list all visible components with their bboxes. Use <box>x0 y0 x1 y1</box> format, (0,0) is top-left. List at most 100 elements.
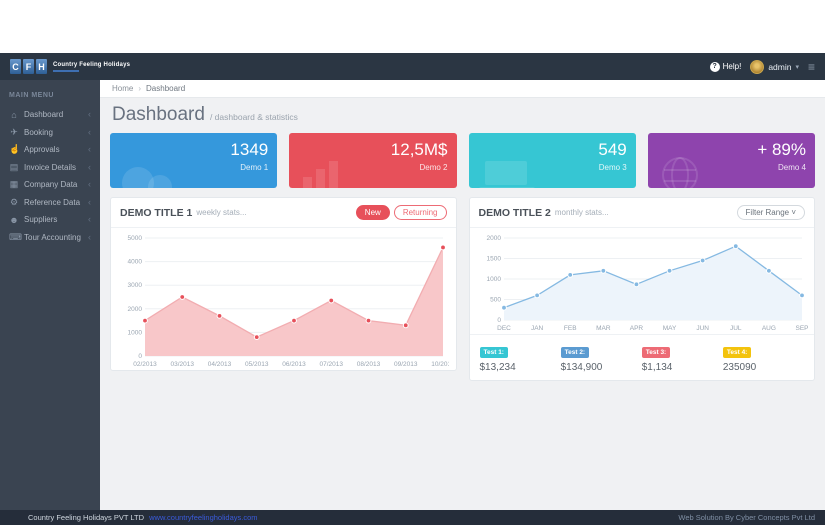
breadcrumb: Home › Dashboard <box>100 80 825 98</box>
page-header: Dashboard / dashboard & statistics <box>100 98 825 131</box>
panel-title: DEMO TITLE 1 <box>120 206 193 219</box>
chevron-left-icon: ‹ <box>88 126 91 137</box>
hamburger-menu-icon[interactable]: ≡ <box>807 59 815 74</box>
panel-subtitle: monthly stats... <box>554 208 609 217</box>
chevron-left-icon: ‹ <box>88 231 91 242</box>
footer-company: Country Feeling Holidays PVT LTD <box>28 513 145 522</box>
panel-actions: New Returning <box>355 205 447 220</box>
svg-text:1500: 1500 <box>486 256 501 263</box>
status-badge: Test 1: <box>479 347 508 358</box>
svg-text:04/2013: 04/2013 <box>208 361 232 368</box>
footer-website-link[interactable]: www.countryfeelingholidays.com <box>149 513 258 522</box>
topbar-actions: ? Help! admin ▾ ≡ <box>709 59 815 74</box>
stat-label: Demo 3 <box>598 163 627 172</box>
brand-name: Country Feeling Holidays <box>53 61 131 68</box>
stat-label: Demo 4 <box>777 163 806 172</box>
chart-stats-row: Test 1: $13,234 Test 2: $134,900 Test 3:… <box>469 334 814 380</box>
cloud-icon <box>122 167 172 188</box>
chevron-left-icon: ‹ <box>88 109 91 120</box>
sidebar-item-dashboard[interactable]: ⌂ Dashboard ‹ <box>0 106 100 124</box>
sidebar-item-reference-data[interactable]: ⚙ Reference Data ‹ <box>9 196 91 207</box>
logo-letter-boxes: C F H <box>10 59 47 74</box>
chart-panels-row: DEMO TITLE 1 weekly stats... New Returni… <box>100 188 825 381</box>
svg-text:1000: 1000 <box>128 329 143 336</box>
sidebar-item-suppliers[interactable]: ☻ Suppliers ‹ <box>9 214 91 225</box>
svg-text:4000: 4000 <box>128 259 143 266</box>
monthly-stats-panel: DEMO TITLE 2 monthly stats... Filter Ran… <box>468 197 815 381</box>
svg-text:1000: 1000 <box>486 276 501 283</box>
returning-button[interactable]: Returning <box>393 205 447 220</box>
new-button[interactable]: New <box>355 205 390 220</box>
stat-card-demo-2[interactable]: 12,5M$ Demo 2 <box>289 133 457 188</box>
stat-test-3: Test 3: $1,134 <box>641 341 723 373</box>
sidebar-item-company-data[interactable]: ▦ Company Data ‹ <box>9 179 91 190</box>
breadcrumb-current: Dashboard <box>146 84 186 93</box>
stat-amount: $13,234 <box>479 362 516 373</box>
page-title: Dashboard <box>112 104 205 125</box>
stat-amount: $134,900 <box>560 362 603 373</box>
stat-label: Demo 2 <box>419 163 448 172</box>
user-menu[interactable]: admin ▾ <box>750 59 799 74</box>
stat-value: 549 <box>598 140 627 159</box>
svg-text:2000: 2000 <box>486 235 501 242</box>
laptop-icon <box>478 161 535 188</box>
svg-text:03/2013: 03/2013 <box>171 361 195 368</box>
breadcrumb-home-link[interactable]: Home <box>112 84 134 93</box>
svg-text:MAR: MAR <box>596 325 611 332</box>
avatar <box>750 59 765 74</box>
svg-text:SEP: SEP <box>795 325 808 332</box>
filter-range-button[interactable]: Filter Range ˅ <box>736 205 805 220</box>
footer-left: Country Feeling Holidays PVT LTD www.cou… <box>28 513 258 522</box>
stat-card-demo-3[interactable]: 549 Demo 3 <box>468 133 636 188</box>
svg-text:JUN: JUN <box>696 325 709 332</box>
svg-text:0: 0 <box>138 353 142 360</box>
logo-letter-f: F <box>23 59 34 74</box>
stat-amount: $1,134 <box>641 362 673 373</box>
svg-text:500: 500 <box>490 297 501 304</box>
svg-text:2000: 2000 <box>128 306 143 313</box>
panel-subtitle: weekly stats... <box>196 208 247 217</box>
page-subtitle: / dashboard & statistics <box>209 112 298 122</box>
bar-chart-icon <box>303 161 339 188</box>
logo-letter-h: H <box>36 59 47 74</box>
brand-logo[interactable]: C F H Country Feeling Holidays <box>10 59 130 74</box>
panel-actions: Filter Range ˅ <box>736 205 805 220</box>
stat-value: 12,5M$ <box>390 140 448 159</box>
brand-tagline-bar <box>53 69 79 72</box>
stat-label: Demo 1 <box>240 163 269 172</box>
main-content: Home › Dashboard Dashboard / dashboard &… <box>100 80 825 510</box>
top-navbar: C F H Country Feeling Holidays ? Help! a… <box>0 53 825 80</box>
svg-text:07/2013: 07/2013 <box>320 361 344 368</box>
sidebar-item-approvals[interactable]: ☝ Approvals ‹ <box>9 144 91 155</box>
svg-text:05/2013: 05/2013 <box>245 361 269 368</box>
help-button[interactable]: ? Help! <box>709 61 741 72</box>
svg-text:AUG: AUG <box>761 325 775 332</box>
stat-card-demo-4[interactable]: + 89% Demo 4 <box>647 133 815 188</box>
status-badge: Test 3: <box>641 347 671 358</box>
logo-letter-c: C <box>10 59 21 74</box>
book-icon: ▦ <box>9 179 19 190</box>
status-badge: Test 2: <box>560 347 590 358</box>
stat-test-4: Test 4: 235090 <box>722 341 804 373</box>
stat-value: 1349 <box>230 140 269 159</box>
svg-text:08/2013: 08/2013 <box>357 361 381 368</box>
panel-header: DEMO TITLE 1 weekly stats... New Returni… <box>111 198 456 228</box>
chevron-down-icon: ▾ <box>795 63 799 71</box>
sidebar-item-booking[interactable]: ✈ Booking ‹ <box>10 126 91 137</box>
thumbs-up-icon: ☝ <box>9 144 21 155</box>
document-icon: ▤ <box>9 161 19 172</box>
stat-card-demo-1[interactable]: 1349 Demo 1 <box>110 133 278 188</box>
sidebar-item-invoice-details[interactable]: ▤ Invoice Details ‹ <box>9 161 91 172</box>
breadcrumb-separator: › <box>138 84 142 93</box>
user-name: admin <box>768 61 792 72</box>
panel-title: DEMO TITLE 2 <box>478 206 551 219</box>
brand-text: Country Feeling Holidays <box>53 62 130 72</box>
svg-text:02/2013: 02/2013 <box>133 361 157 368</box>
svg-text:10/2013: 10/2013 <box>431 361 449 368</box>
stat-value: + 89% <box>757 140 806 159</box>
sidebar-section-header: MAIN MENU <box>9 92 54 99</box>
svg-text:0: 0 <box>497 317 501 324</box>
globe-icon <box>661 157 698 188</box>
chevron-left-icon: ‹ <box>88 179 91 190</box>
sidebar-item-tour-accounting[interactable]: ⌨ Tour Accounting ‹ <box>9 231 91 242</box>
